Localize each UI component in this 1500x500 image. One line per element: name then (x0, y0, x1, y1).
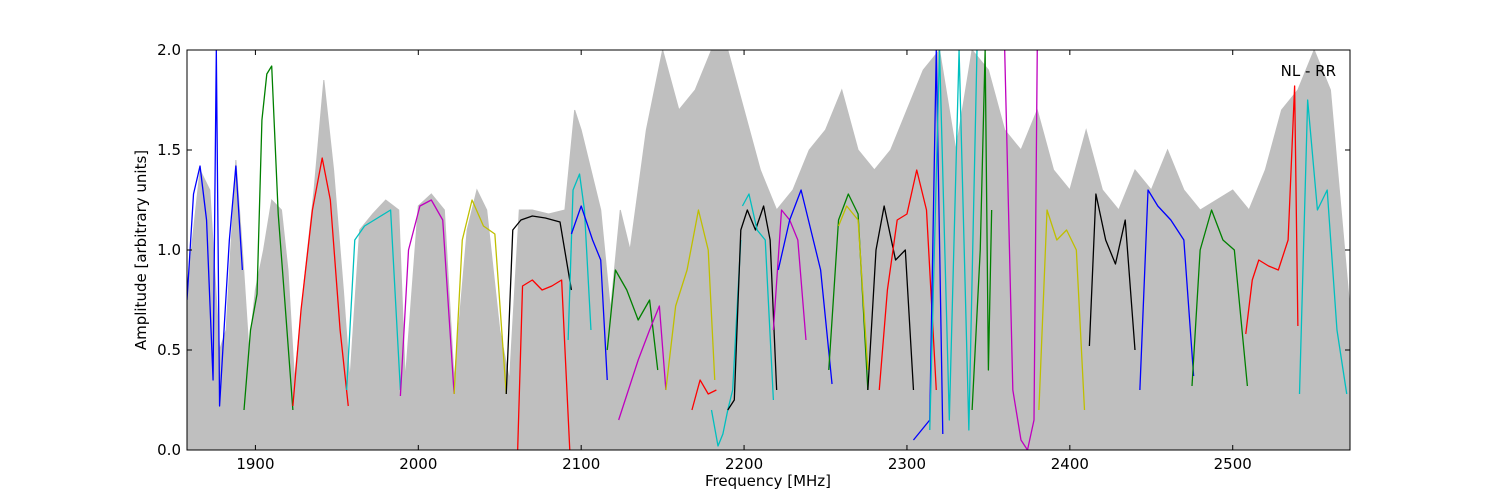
band-line-1 (187, 50, 244, 407)
x-tick-label: 2400 (1051, 455, 1089, 473)
band-line-29 (1088, 193, 1136, 351)
plot-area (187, 50, 1350, 450)
y-tick-label: 0.5 (157, 341, 181, 359)
band-line-23 (878, 169, 937, 391)
band-line-25 (929, 50, 978, 431)
y-tick-label: 1.0 (157, 241, 181, 259)
band-line-10 (570, 205, 608, 381)
band-line-2 (243, 65, 294, 411)
band-line-7 (505, 215, 573, 395)
band-line-14 (691, 379, 717, 411)
band-line-17 (741, 193, 775, 401)
x-tick-label: 2000 (399, 455, 437, 473)
band-line-15 (710, 239, 742, 447)
band-line-16 (727, 205, 778, 411)
band-line-26 (971, 50, 993, 411)
band-line-33 (1298, 99, 1348, 395)
band-line-30 (1139, 189, 1195, 391)
x-tick-label: 2200 (725, 455, 763, 473)
x-tick-label: 2500 (1214, 455, 1252, 473)
x-tick-label: 2100 (562, 455, 600, 473)
axis-ticks: 1900 2000 2100 2200 2300 2400 2500 0.0 0.5 1.0 1.5… (157, 41, 1350, 473)
y-tick-label: 2.0 (157, 41, 181, 59)
band-line-22 (867, 205, 915, 391)
band-line-6 (453, 199, 507, 395)
band-line-4 (345, 209, 402, 391)
band-line-32 (1245, 85, 1299, 335)
band-line-27 (1004, 50, 1038, 450)
band-line-13 (665, 209, 716, 391)
band-line-28 (1038, 209, 1086, 411)
band-line-12 (618, 305, 667, 421)
x-tick-label: 1900 (236, 455, 274, 473)
x-axis-label: Frequency [MHz] (705, 472, 831, 490)
band-line-9 (567, 173, 592, 341)
band-line-5 (399, 199, 455, 397)
x-tick-label: 2300 (888, 455, 926, 473)
band-line-11 (606, 269, 659, 371)
band-line-8 (517, 279, 571, 450)
band-line-31 (1191, 209, 1249, 387)
band-line-3 (292, 157, 349, 407)
y-axis-label: Amplitude [arbitrary units] (132, 150, 150, 350)
y-tick-label: 0.0 (157, 441, 181, 459)
band-line-19 (777, 189, 833, 385)
baseline-annotation: NL - RR (1281, 62, 1336, 80)
band-line-21 (837, 205, 869, 371)
y-tick-label: 1.5 (157, 141, 181, 159)
